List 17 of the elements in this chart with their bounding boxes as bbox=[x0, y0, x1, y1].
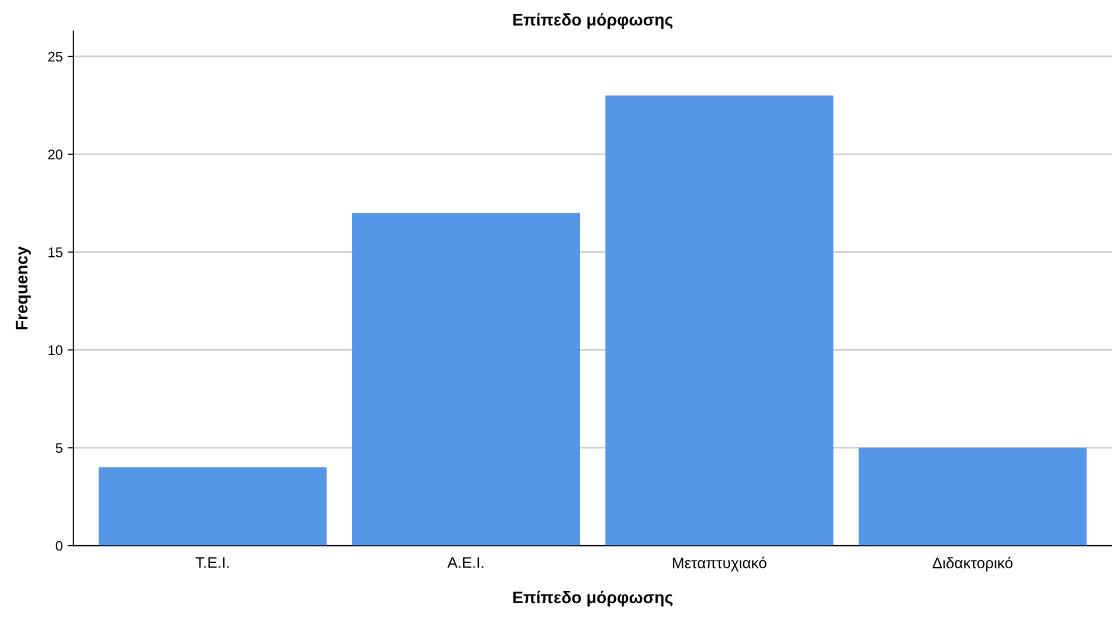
y-tick-label: 25 bbox=[48, 51, 63, 62]
bar bbox=[605, 95, 834, 546]
x-tick-label: Διδακτορικό bbox=[932, 556, 1013, 572]
x-tick-label: Μεταπτυχιακό bbox=[672, 556, 767, 572]
bar bbox=[98, 467, 327, 546]
y-tick-label: 20 bbox=[48, 149, 63, 160]
y-tick-label: 10 bbox=[48, 345, 63, 356]
y-tick-label: 15 bbox=[48, 247, 63, 258]
y-tick-label: 5 bbox=[55, 443, 63, 453]
y-axis-title: Frequency bbox=[15, 246, 31, 330]
bar bbox=[858, 447, 1087, 546]
x-axis-title: Επίπεδο μόρφωσης bbox=[513, 590, 673, 607]
bar bbox=[352, 212, 581, 546]
x-tick-label: Α.Ε.Ι. bbox=[447, 557, 484, 568]
x-tick-label: Τ.Ε.Ι. bbox=[195, 557, 229, 568]
y-tick-label: 0 bbox=[55, 540, 63, 551]
chart-title: Επίπεδο μόρφωσης bbox=[513, 13, 673, 29]
